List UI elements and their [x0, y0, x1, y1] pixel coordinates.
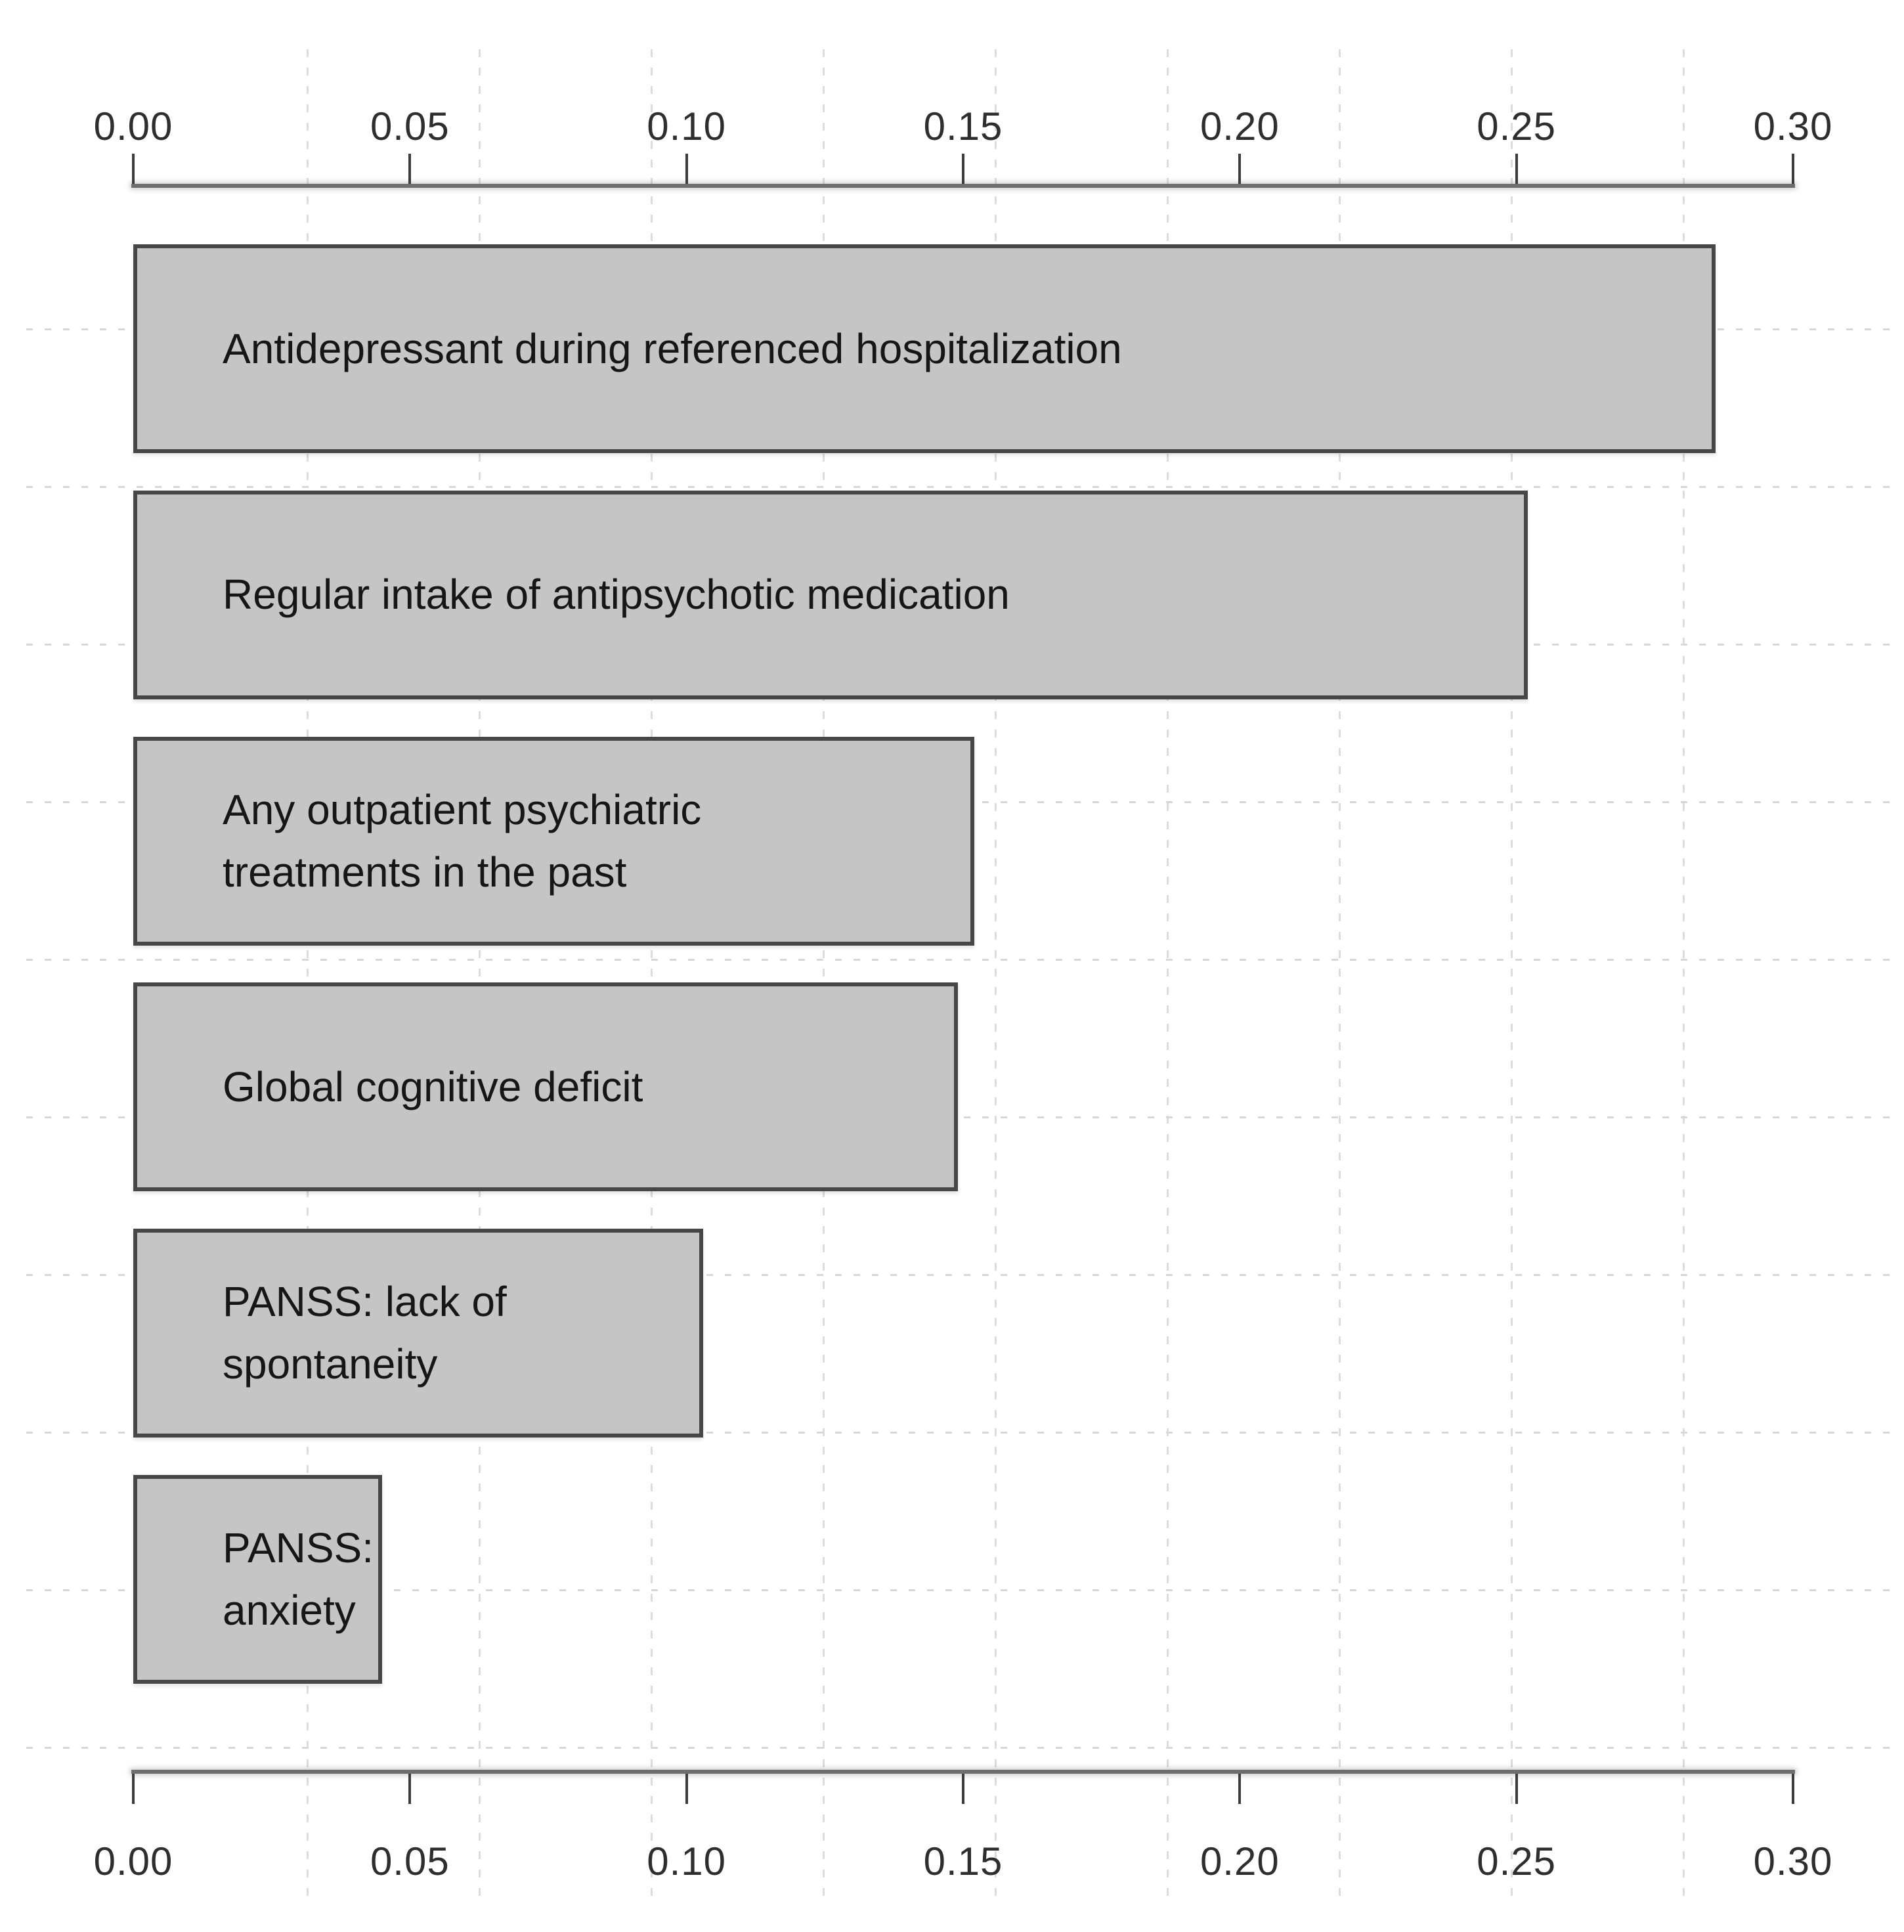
gridline-horizontal — [26, 1589, 1891, 1591]
gridline-vertical — [823, 49, 825, 1904]
bar-label: Antidepressant during referenced hospita… — [223, 324, 1122, 372]
x-tick — [132, 1774, 135, 1804]
x-tick — [1515, 1774, 1518, 1804]
x-tick — [1792, 154, 1794, 184]
x-tick — [685, 154, 688, 184]
gridline-horizontal — [26, 486, 1891, 488]
gridline-vertical — [479, 49, 481, 1904]
x-tick-label: 0.00 — [93, 104, 173, 148]
x-tick-label: 0.25 — [1477, 104, 1557, 148]
bar: Regular intake of antipsychotic medicati… — [133, 490, 1528, 699]
bar-label: Any outpatient psychiatric treatments in… — [223, 785, 702, 896]
bar-label: PANSS: anxiety — [223, 1524, 374, 1634]
x-tick-label: 0.00 — [93, 1839, 173, 1883]
gridline-vertical — [651, 49, 653, 1904]
gridline-horizontal — [26, 959, 1891, 961]
x-tick-label: 0.10 — [647, 1839, 727, 1883]
x-tick-label: 0.05 — [370, 104, 450, 148]
x-axis-top-line — [131, 184, 1795, 188]
x-tick — [1238, 154, 1242, 184]
x-tick-label: 0.30 — [1753, 1839, 1833, 1883]
x-tick-label: 0.05 — [370, 1839, 450, 1883]
x-tick — [132, 154, 135, 184]
gridline-horizontal — [26, 1274, 1891, 1276]
gridline-horizontal — [26, 1432, 1891, 1434]
bar: PANSS: lack of spontaneity — [133, 1229, 703, 1438]
x-tick — [1515, 154, 1518, 184]
gridline-vertical — [307, 49, 309, 1904]
gridline-vertical — [1339, 49, 1341, 1904]
gridline-vertical — [995, 49, 997, 1904]
x-tick — [1238, 1774, 1242, 1804]
x-tick-label: 0.10 — [647, 104, 727, 148]
bar: Any outpatient psychiatric treatments in… — [133, 736, 974, 946]
x-tick — [408, 1774, 412, 1804]
x-tick — [962, 1774, 964, 1804]
gridline-horizontal — [26, 1116, 1891, 1118]
x-tick-label: 0.20 — [1200, 104, 1280, 148]
x-tick — [1792, 1774, 1794, 1804]
x-tick — [685, 1774, 688, 1804]
gridline-vertical — [1167, 49, 1169, 1904]
bar-label: Global cognitive deficit — [223, 1063, 643, 1110]
bar-label: Regular intake of antipsychotic medicati… — [223, 571, 1010, 619]
bar-label: PANSS: lack of spontaneity — [223, 1278, 507, 1388]
x-tick-label: 0.20 — [1200, 1839, 1280, 1883]
x-tick-label: 0.15 — [923, 1839, 1003, 1883]
x-tick-label: 0.25 — [1477, 1839, 1557, 1883]
bar: PANSS: anxiety — [133, 1475, 383, 1684]
x-tick — [962, 154, 964, 184]
bar: Antidepressant during referenced hospita… — [133, 244, 1716, 453]
gridline-vertical — [1511, 49, 1513, 1904]
x-axis-bottom-line — [131, 1770, 1795, 1774]
bar: Global cognitive deficit — [133, 982, 958, 1192]
gridline-vertical — [1683, 49, 1685, 1904]
x-tick-label: 0.15 — [923, 104, 1003, 148]
gridline-horizontal — [26, 1747, 1891, 1749]
x-tick-label: 0.30 — [1753, 104, 1833, 148]
x-tick — [408, 154, 412, 184]
